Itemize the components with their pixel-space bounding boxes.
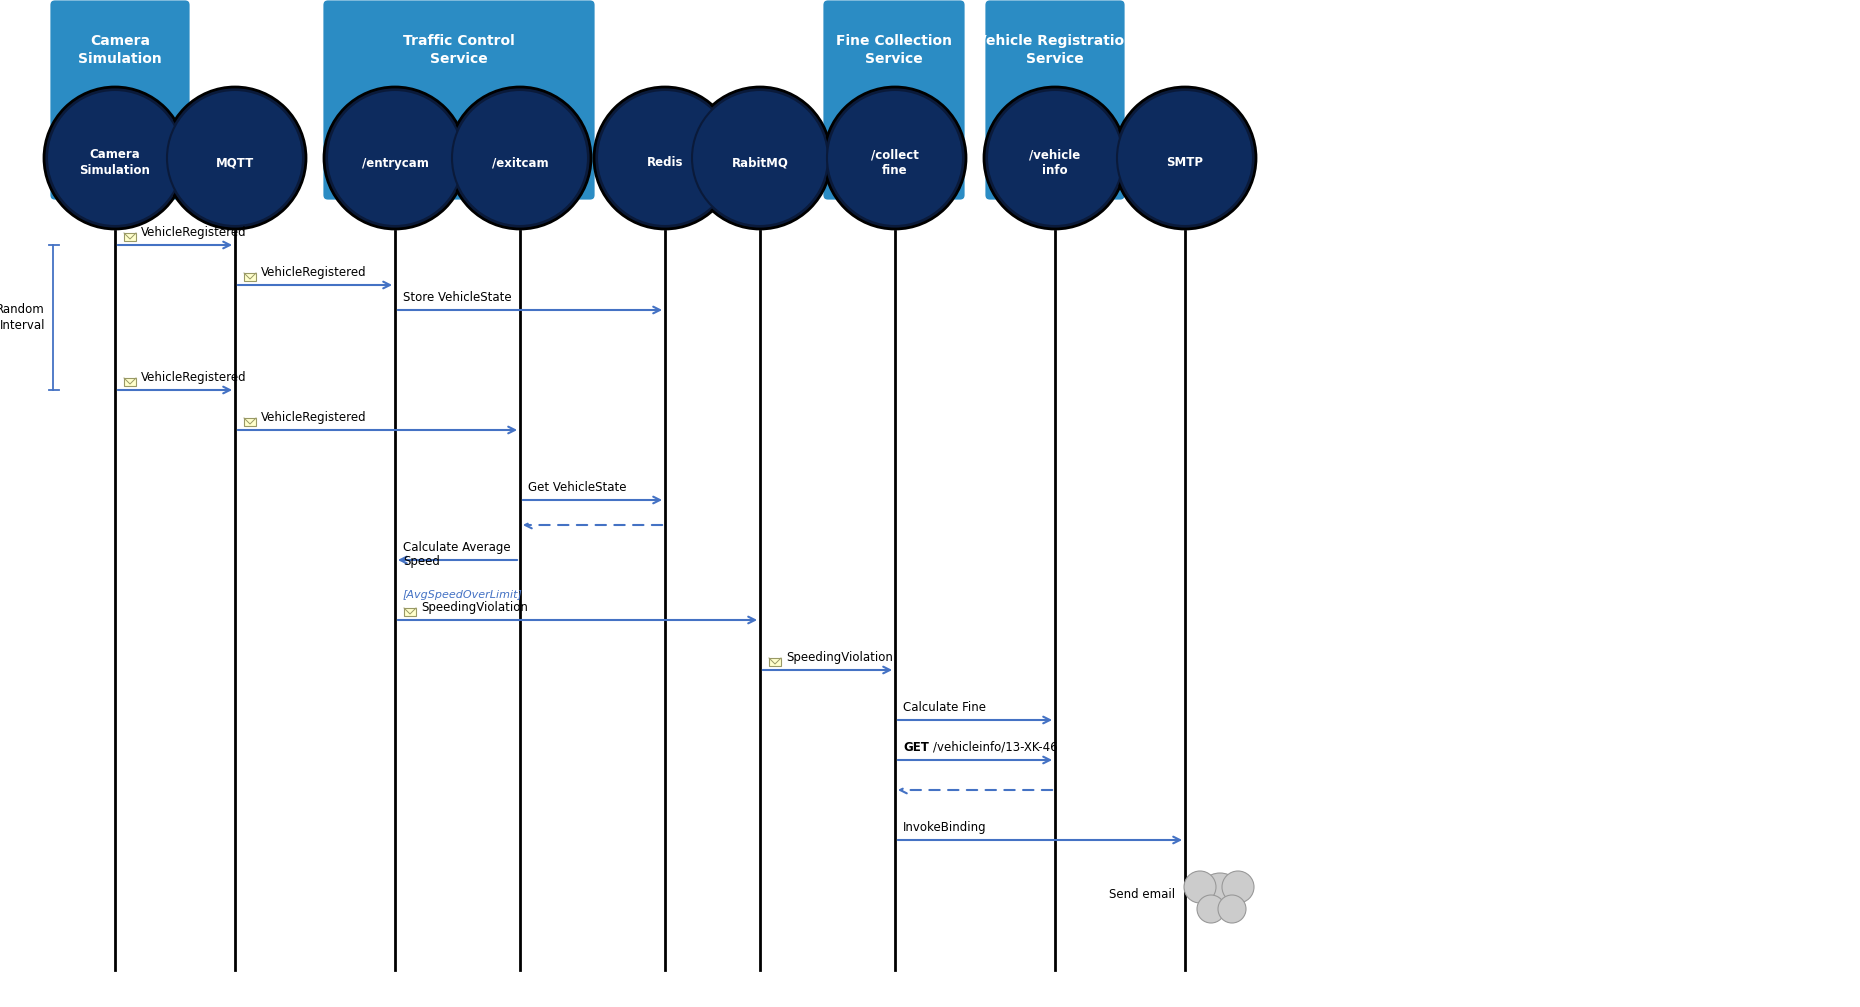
- FancyBboxPatch shape: [244, 273, 257, 281]
- Text: VehicleRegistered: VehicleRegistered: [260, 266, 366, 279]
- Text: Camera
Simulation: Camera Simulation: [78, 34, 162, 66]
- Text: Calculate Average: Calculate Average: [404, 541, 512, 554]
- Circle shape: [988, 90, 1123, 226]
- Text: Calculate Fine: Calculate Fine: [902, 701, 986, 714]
- Circle shape: [448, 87, 591, 229]
- FancyBboxPatch shape: [125, 378, 136, 386]
- FancyBboxPatch shape: [984, 0, 1125, 201]
- Circle shape: [597, 90, 733, 226]
- FancyBboxPatch shape: [322, 0, 595, 201]
- Circle shape: [1198, 873, 1242, 917]
- Circle shape: [984, 87, 1125, 229]
- Text: Speed: Speed: [404, 555, 439, 568]
- Text: GET: GET: [902, 741, 928, 754]
- Circle shape: [1198, 895, 1226, 923]
- Text: VehicleRegistered: VehicleRegistered: [141, 371, 247, 384]
- Text: RabitMQ: RabitMQ: [731, 156, 789, 169]
- Text: /vehicle
info: /vehicle info: [1029, 148, 1081, 177]
- Text: /exitcam: /exitcam: [491, 156, 549, 169]
- Text: /collect
fine: /collect fine: [870, 148, 919, 177]
- Text: /vehicleinfo/13-XK-46: /vehicleinfo/13-XK-46: [934, 741, 1058, 754]
- FancyBboxPatch shape: [48, 0, 192, 201]
- Text: Random
Interval: Random Interval: [0, 303, 45, 332]
- Circle shape: [828, 90, 963, 226]
- Text: VehicleRegistered: VehicleRegistered: [260, 411, 366, 424]
- Text: Fine Collection
Service: Fine Collection Service: [835, 34, 952, 66]
- Circle shape: [1118, 90, 1254, 226]
- Circle shape: [164, 87, 307, 229]
- Circle shape: [692, 90, 828, 226]
- Circle shape: [1222, 871, 1254, 903]
- Text: Traffic Control
Service: Traffic Control Service: [404, 34, 515, 66]
- Circle shape: [1185, 871, 1216, 903]
- Text: SpeedingViolation: SpeedingViolation: [420, 601, 528, 614]
- Circle shape: [327, 90, 463, 226]
- FancyBboxPatch shape: [768, 658, 781, 666]
- FancyBboxPatch shape: [125, 233, 136, 241]
- Text: [AvgSpeedOverLimit]: [AvgSpeedOverLimit]: [404, 590, 523, 600]
- Circle shape: [593, 87, 737, 229]
- Circle shape: [167, 90, 303, 226]
- Circle shape: [45, 87, 186, 229]
- Circle shape: [1218, 895, 1246, 923]
- Text: Send email: Send email: [1109, 888, 1176, 901]
- Circle shape: [688, 87, 831, 229]
- FancyBboxPatch shape: [404, 608, 417, 616]
- Text: VehicleRegistered: VehicleRegistered: [141, 226, 247, 239]
- Text: /entrycam: /entrycam: [361, 156, 428, 169]
- Circle shape: [1114, 87, 1256, 229]
- Text: SMTP: SMTP: [1166, 156, 1203, 169]
- Text: Redis: Redis: [647, 156, 683, 169]
- Circle shape: [46, 90, 182, 226]
- Text: Vehicle Registration
Service: Vehicle Registration Service: [976, 34, 1135, 66]
- Text: Get VehicleState: Get VehicleState: [528, 481, 627, 494]
- FancyBboxPatch shape: [244, 418, 257, 426]
- Text: SpeedingViolation: SpeedingViolation: [787, 651, 893, 664]
- Text: Camera
Simulation: Camera Simulation: [80, 148, 151, 177]
- FancyBboxPatch shape: [822, 0, 965, 201]
- Circle shape: [324, 87, 467, 229]
- Circle shape: [452, 90, 588, 226]
- Text: MQTT: MQTT: [216, 156, 255, 169]
- Text: InvokeBinding: InvokeBinding: [902, 821, 986, 834]
- Text: Store VehicleState: Store VehicleState: [404, 291, 512, 304]
- Circle shape: [824, 87, 965, 229]
